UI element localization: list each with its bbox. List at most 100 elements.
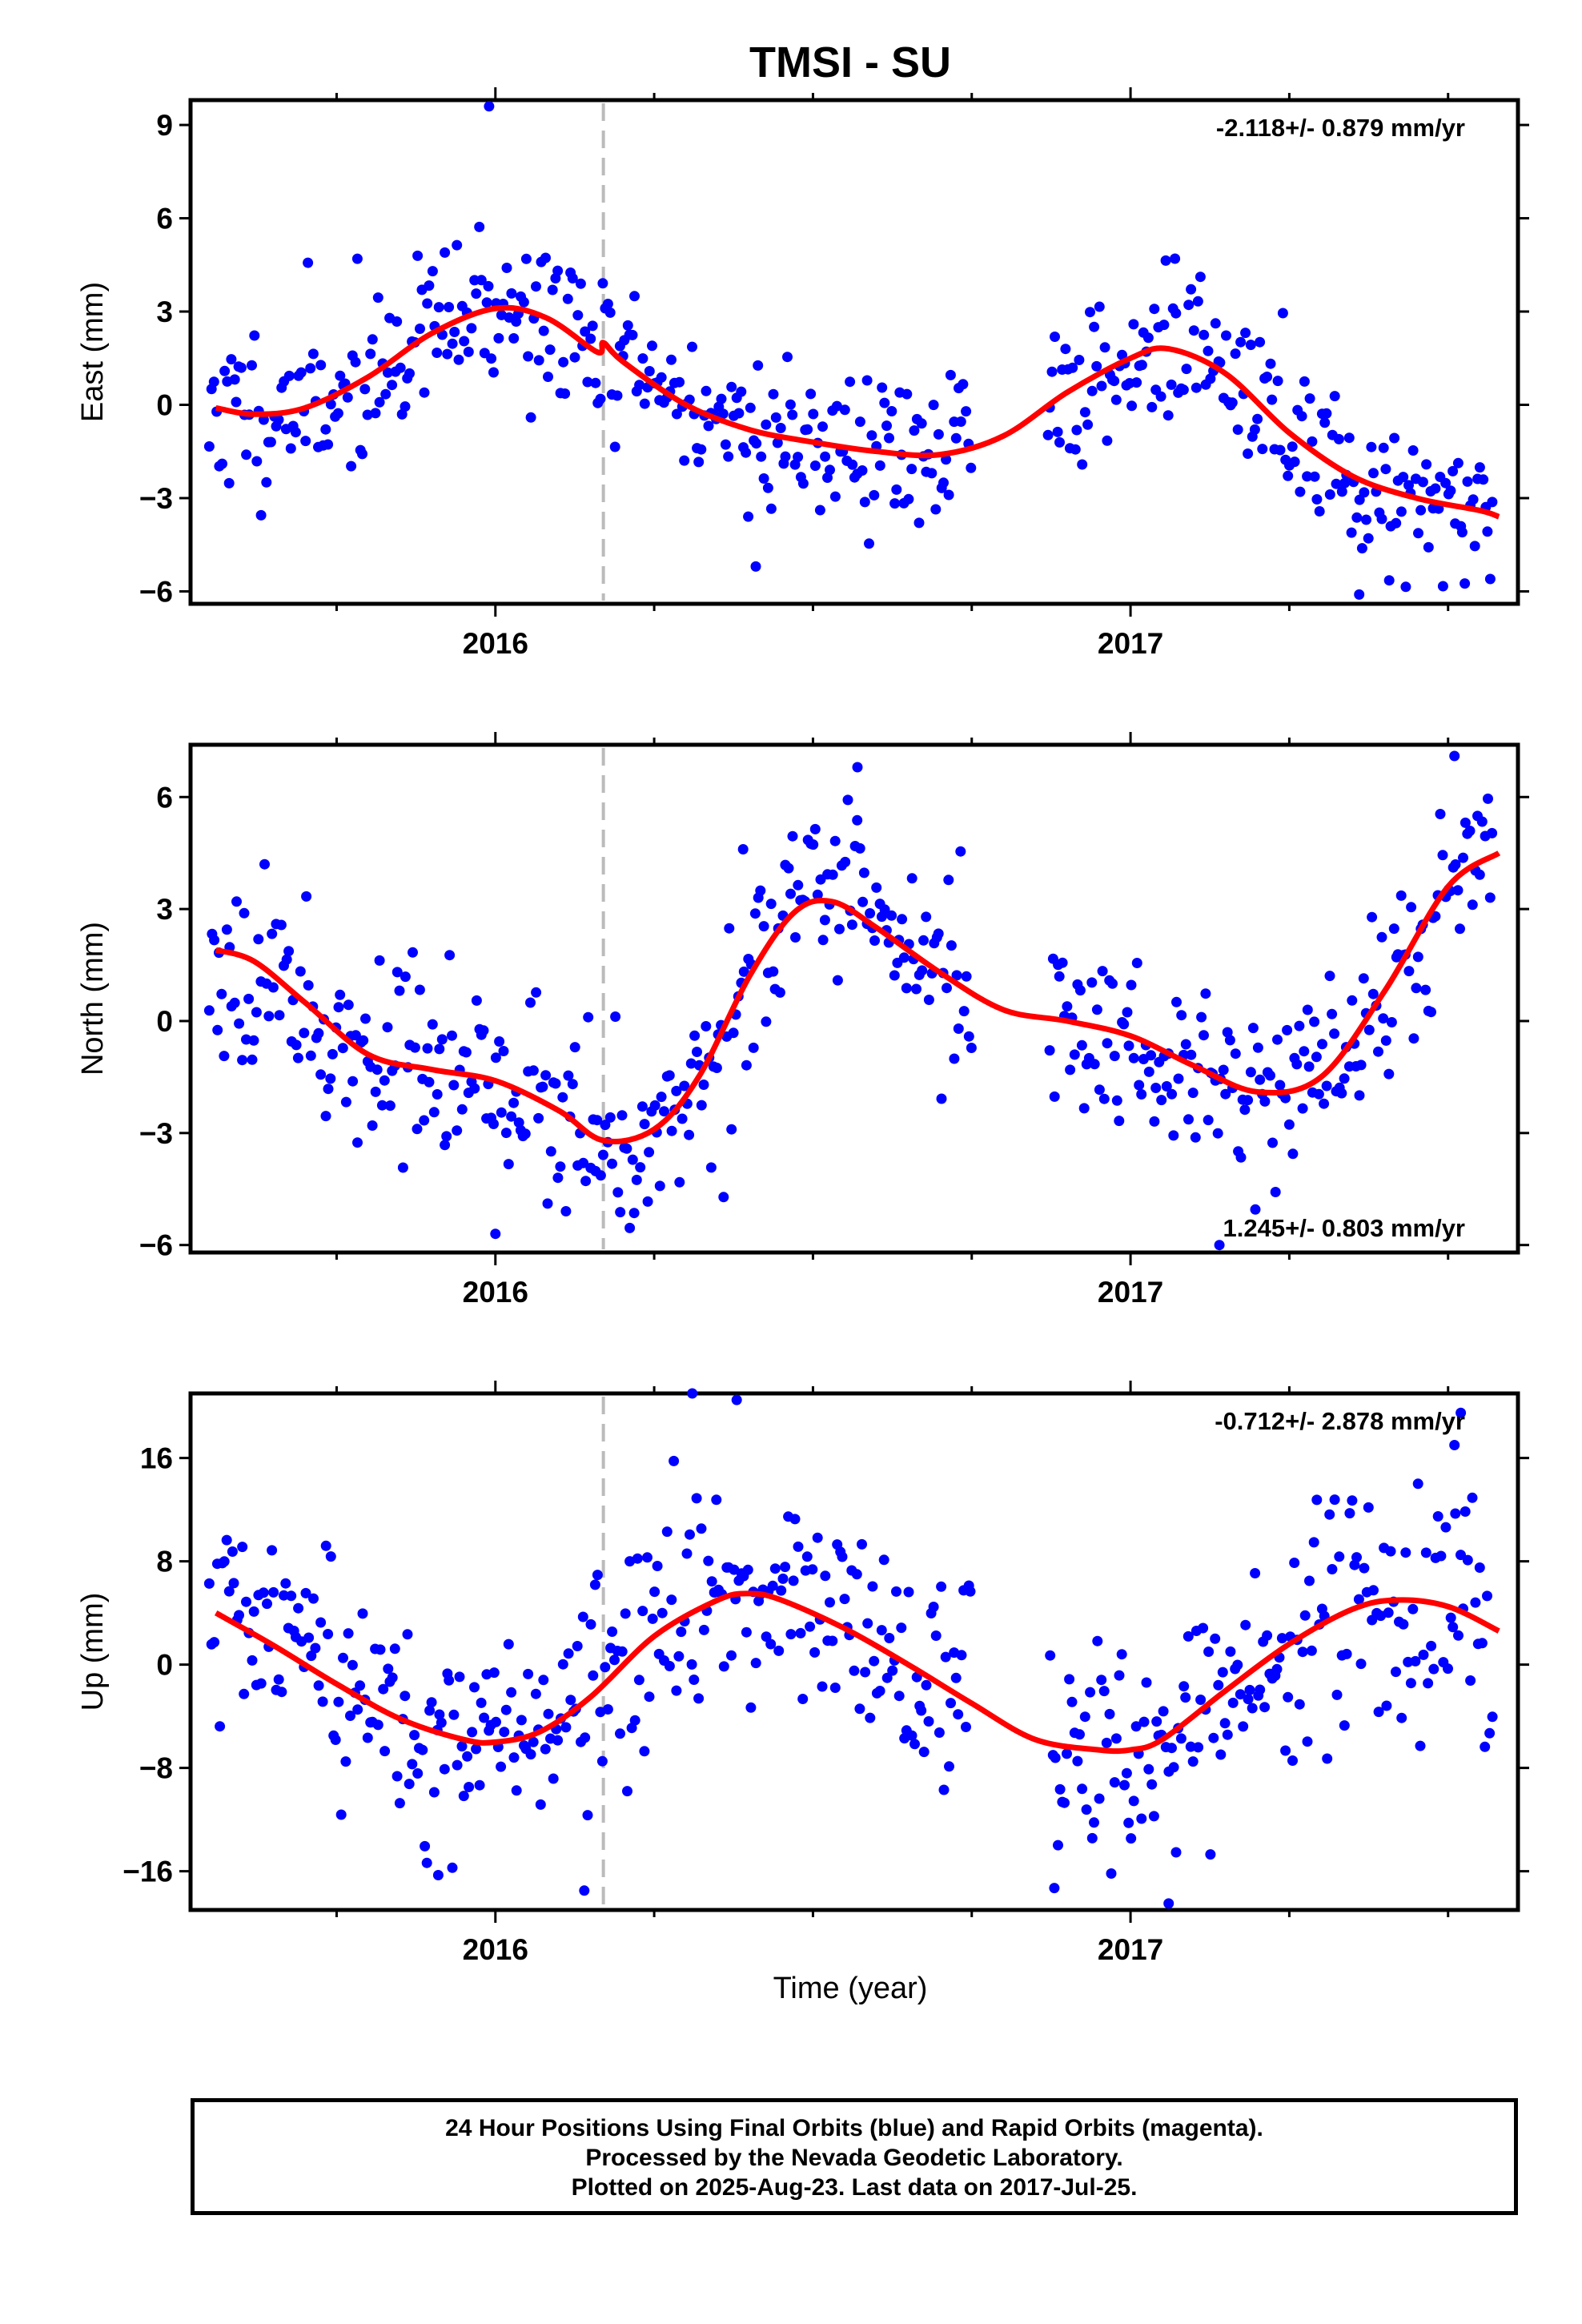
data-point — [923, 995, 934, 1005]
data-point — [731, 1394, 742, 1405]
data-point — [1186, 1049, 1197, 1060]
data-point — [1403, 966, 1415, 977]
data-point — [1296, 411, 1307, 422]
data-point — [1257, 444, 1268, 455]
data-point — [1067, 362, 1078, 373]
data-point — [444, 302, 455, 312]
data-point — [736, 386, 747, 397]
data-point — [228, 1578, 239, 1589]
data-point — [552, 1172, 564, 1184]
data-point — [300, 436, 311, 447]
panel-east: −6 −3 0 3 6 9 2016 2017 East (mm) -2.118+/- 0.879… — [76, 87, 1529, 660]
data-point — [966, 1043, 977, 1053]
data-point — [1162, 410, 1174, 421]
data-point — [1283, 1691, 1294, 1703]
y-tick-label: 16 — [140, 1442, 173, 1475]
data-point — [934, 1727, 945, 1738]
data-point — [409, 1042, 420, 1053]
data-point — [909, 1739, 920, 1750]
data-point — [1452, 885, 1464, 896]
data-point — [1244, 1684, 1255, 1695]
data-point — [1321, 1080, 1332, 1092]
data-point — [820, 451, 831, 462]
data-point — [478, 1025, 489, 1036]
data-point — [644, 1147, 655, 1158]
data-point — [315, 360, 327, 371]
data-point — [530, 1688, 541, 1699]
data-point — [820, 1570, 831, 1582]
data-point — [1363, 533, 1374, 544]
data-point — [917, 965, 928, 976]
data-point — [1302, 471, 1313, 482]
data-point — [588, 1670, 599, 1681]
data-point — [370, 408, 381, 419]
data-point — [1089, 1059, 1100, 1070]
data-point — [572, 1641, 583, 1651]
data-point — [596, 1755, 608, 1767]
data-point — [1158, 1706, 1169, 1717]
data-point — [1054, 1783, 1066, 1795]
data-point — [1123, 1817, 1134, 1828]
data-point — [467, 1727, 478, 1738]
data-point — [1450, 1508, 1461, 1519]
data-point — [471, 995, 482, 1006]
data-point — [548, 1773, 559, 1784]
data-point — [203, 1578, 215, 1589]
data-point — [362, 1732, 373, 1743]
data-point — [1474, 462, 1485, 473]
data-point — [1243, 1095, 1254, 1106]
data-point — [903, 493, 914, 505]
data-point — [1308, 1537, 1319, 1548]
data-point — [292, 1052, 303, 1063]
data-point — [1291, 1059, 1303, 1070]
data-point — [1076, 1039, 1087, 1051]
data-point — [1098, 1093, 1110, 1104]
data-point — [762, 482, 773, 493]
data-point — [1302, 1004, 1313, 1015]
data-point — [1215, 1749, 1227, 1760]
data-point — [1239, 1104, 1251, 1116]
data-point — [1426, 1007, 1436, 1018]
data-point — [687, 341, 697, 352]
data-point — [852, 762, 863, 773]
data-point — [518, 296, 529, 308]
x-tick-label: 2017 — [1098, 1933, 1163, 1966]
data-point — [1199, 1030, 1209, 1041]
data-point — [1289, 456, 1300, 468]
data-point — [1381, 1700, 1392, 1711]
data-point — [1391, 1667, 1401, 1678]
data-point — [1487, 497, 1498, 508]
data-point — [1395, 890, 1407, 901]
data-point — [1480, 1741, 1491, 1752]
data-point — [513, 1117, 524, 1128]
data-point — [1158, 320, 1170, 331]
data-point — [464, 1782, 475, 1792]
data-point — [1098, 1686, 1110, 1697]
data-point — [769, 1563, 781, 1574]
data-point — [949, 1053, 960, 1064]
data-point — [400, 971, 411, 983]
data-point — [212, 1024, 223, 1035]
data-point — [795, 1627, 806, 1638]
data-point — [1126, 1833, 1137, 1844]
data-point — [1110, 1733, 1122, 1744]
data-point — [1366, 441, 1377, 452]
data-point — [323, 1084, 334, 1095]
data-point — [958, 1006, 970, 1017]
data-point — [928, 400, 939, 411]
data-point — [1086, 385, 1098, 396]
y-tick-label: −3 — [139, 482, 173, 515]
data-point — [1071, 424, 1082, 436]
data-point — [1089, 1817, 1099, 1828]
data-point — [248, 1035, 259, 1046]
data-point — [255, 509, 267, 521]
data-point — [1440, 1522, 1452, 1533]
data-point — [1368, 468, 1379, 479]
data-point — [402, 1629, 413, 1640]
data-point — [711, 1063, 722, 1073]
data-point — [1267, 394, 1278, 405]
data-point — [1289, 1558, 1300, 1568]
data-point — [703, 420, 714, 432]
data-point — [459, 336, 470, 347]
data-point — [1250, 1568, 1261, 1578]
